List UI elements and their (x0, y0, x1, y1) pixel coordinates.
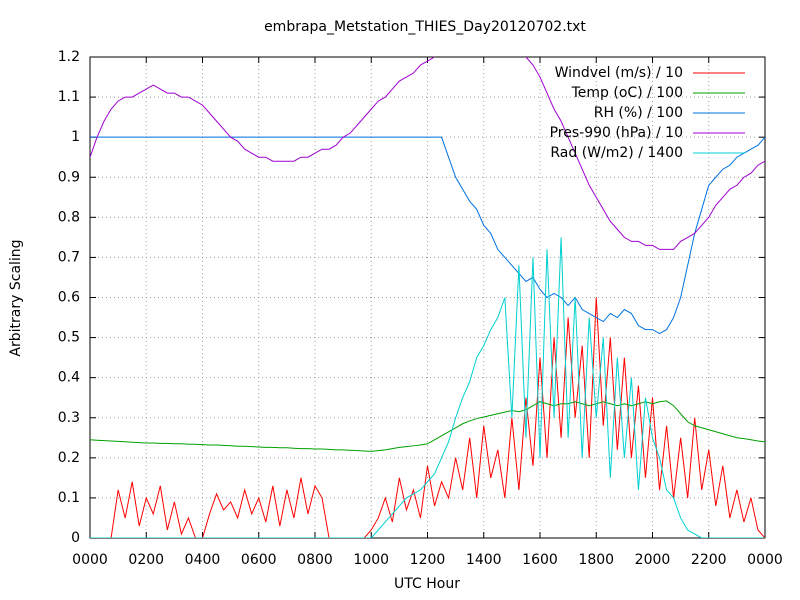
x-tick-label: 0200 (128, 552, 164, 568)
y-tick-label: 0.2 (58, 450, 80, 466)
y-tick-label: 0 (71, 530, 80, 546)
y-tick-label: 1.2 (58, 49, 80, 65)
legend-label: Windvel (m/s) / 10 (555, 65, 683, 81)
y-tick-label: 0.9 (58, 169, 80, 185)
x-tick-label: 1600 (522, 552, 558, 568)
x-tick-label: 1800 (578, 552, 614, 568)
chart-title: embrapa_Metstation_THIES_Day20120702.txt (264, 19, 586, 35)
y-tick-label: 0.5 (58, 330, 80, 346)
x-tick-label: 0000 (747, 552, 783, 568)
y-tick-label: 0.6 (58, 290, 80, 306)
x-tick-label: 2000 (635, 552, 671, 568)
x-axis-label: UTC Hour (394, 576, 460, 592)
series-line (90, 57, 765, 250)
y-tick-label: 0.8 (58, 209, 80, 225)
y-tick-label: 1 (71, 129, 80, 145)
y-tick-label: 0.4 (58, 370, 80, 386)
y-tick-label: 0.3 (58, 410, 80, 426)
series-line (90, 400, 765, 452)
plot-frame (89, 56, 766, 539)
x-tick-label: 0400 (185, 552, 221, 568)
series-line (90, 297, 765, 538)
series-line (90, 136, 765, 335)
legend-label: RH (%) / 100 (594, 105, 683, 121)
x-tick-label: 0800 (297, 552, 333, 568)
x-tick-label: 0000 (72, 552, 108, 568)
series-line (90, 237, 765, 538)
legend-label: Pres-990 (hPa) / 10 (550, 125, 683, 141)
plot-area (90, 57, 765, 538)
y-axis-label: Arbitrary Scaling (8, 239, 24, 356)
y-tick-label: 0.7 (58, 249, 80, 265)
y-tick-label: 0.1 (58, 490, 80, 506)
y-tick-label: 1.1 (58, 89, 80, 105)
legend-label: Temp (oC) / 100 (571, 85, 683, 101)
x-tick-label: 0600 (241, 552, 277, 568)
x-tick-label: 1200 (410, 552, 446, 568)
legend-label: Rad (W/m2) / 1400 (550, 145, 683, 161)
x-tick-label: 2200 (691, 552, 727, 568)
x-tick-label: 1400 (466, 552, 502, 568)
x-tick-label: 1000 (353, 552, 389, 568)
